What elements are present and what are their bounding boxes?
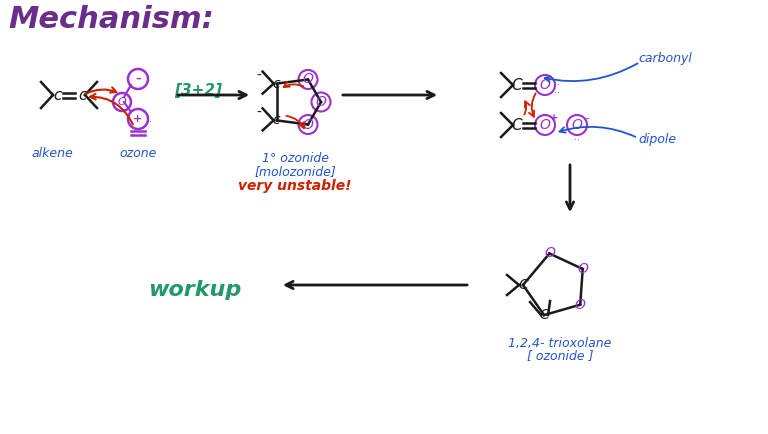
Text: +: + [550,113,558,123]
Text: O: O [540,118,551,132]
Text: O: O [303,72,313,86]
Text: -: - [257,69,261,82]
Text: c: c [273,77,280,91]
Text: ..: .. [146,114,152,124]
Text: C: C [511,78,522,92]
Text: O: O [540,78,551,92]
Text: [ ozonide ]: [ ozonide ] [527,349,593,362]
Text: dipole: dipole [638,133,676,146]
Text: c: c [273,113,280,128]
Text: +: + [134,114,143,124]
Text: c: c [78,88,86,102]
Text: O: O [544,247,555,260]
Text: ..: .. [574,132,580,142]
Text: –: – [135,74,141,84]
Text: very unstable!: very unstable! [238,179,352,193]
Text: ..: .. [574,108,580,118]
Text: O: O [118,97,127,107]
Text: O: O [316,95,326,109]
Text: [3+2]: [3+2] [174,82,222,98]
Text: -: - [257,105,261,119]
Text: [molozonide]: [molozonide] [254,165,336,178]
Text: C: C [511,118,522,132]
Text: O: O [578,262,588,276]
Text: O: O [574,298,586,312]
Text: O: O [303,118,313,132]
Text: –: – [584,113,589,123]
Text: C: C [539,308,549,322]
Text: Mechanism:: Mechanism: [8,5,214,34]
Text: carbonyl: carbonyl [638,52,692,65]
Text: workup: workup [148,280,242,300]
Text: ..: .. [554,85,560,95]
Text: ..: .. [554,77,560,87]
Text: C: C [518,278,528,292]
Text: 1° ozonide: 1° ozonide [261,152,329,165]
Text: O: O [571,118,582,132]
Text: c: c [53,88,61,102]
Text: 1,2,4- trioxolane: 1,2,4- trioxolane [508,337,611,350]
Text: ozone: ozone [119,147,157,160]
Text: alkene: alkene [31,147,73,160]
